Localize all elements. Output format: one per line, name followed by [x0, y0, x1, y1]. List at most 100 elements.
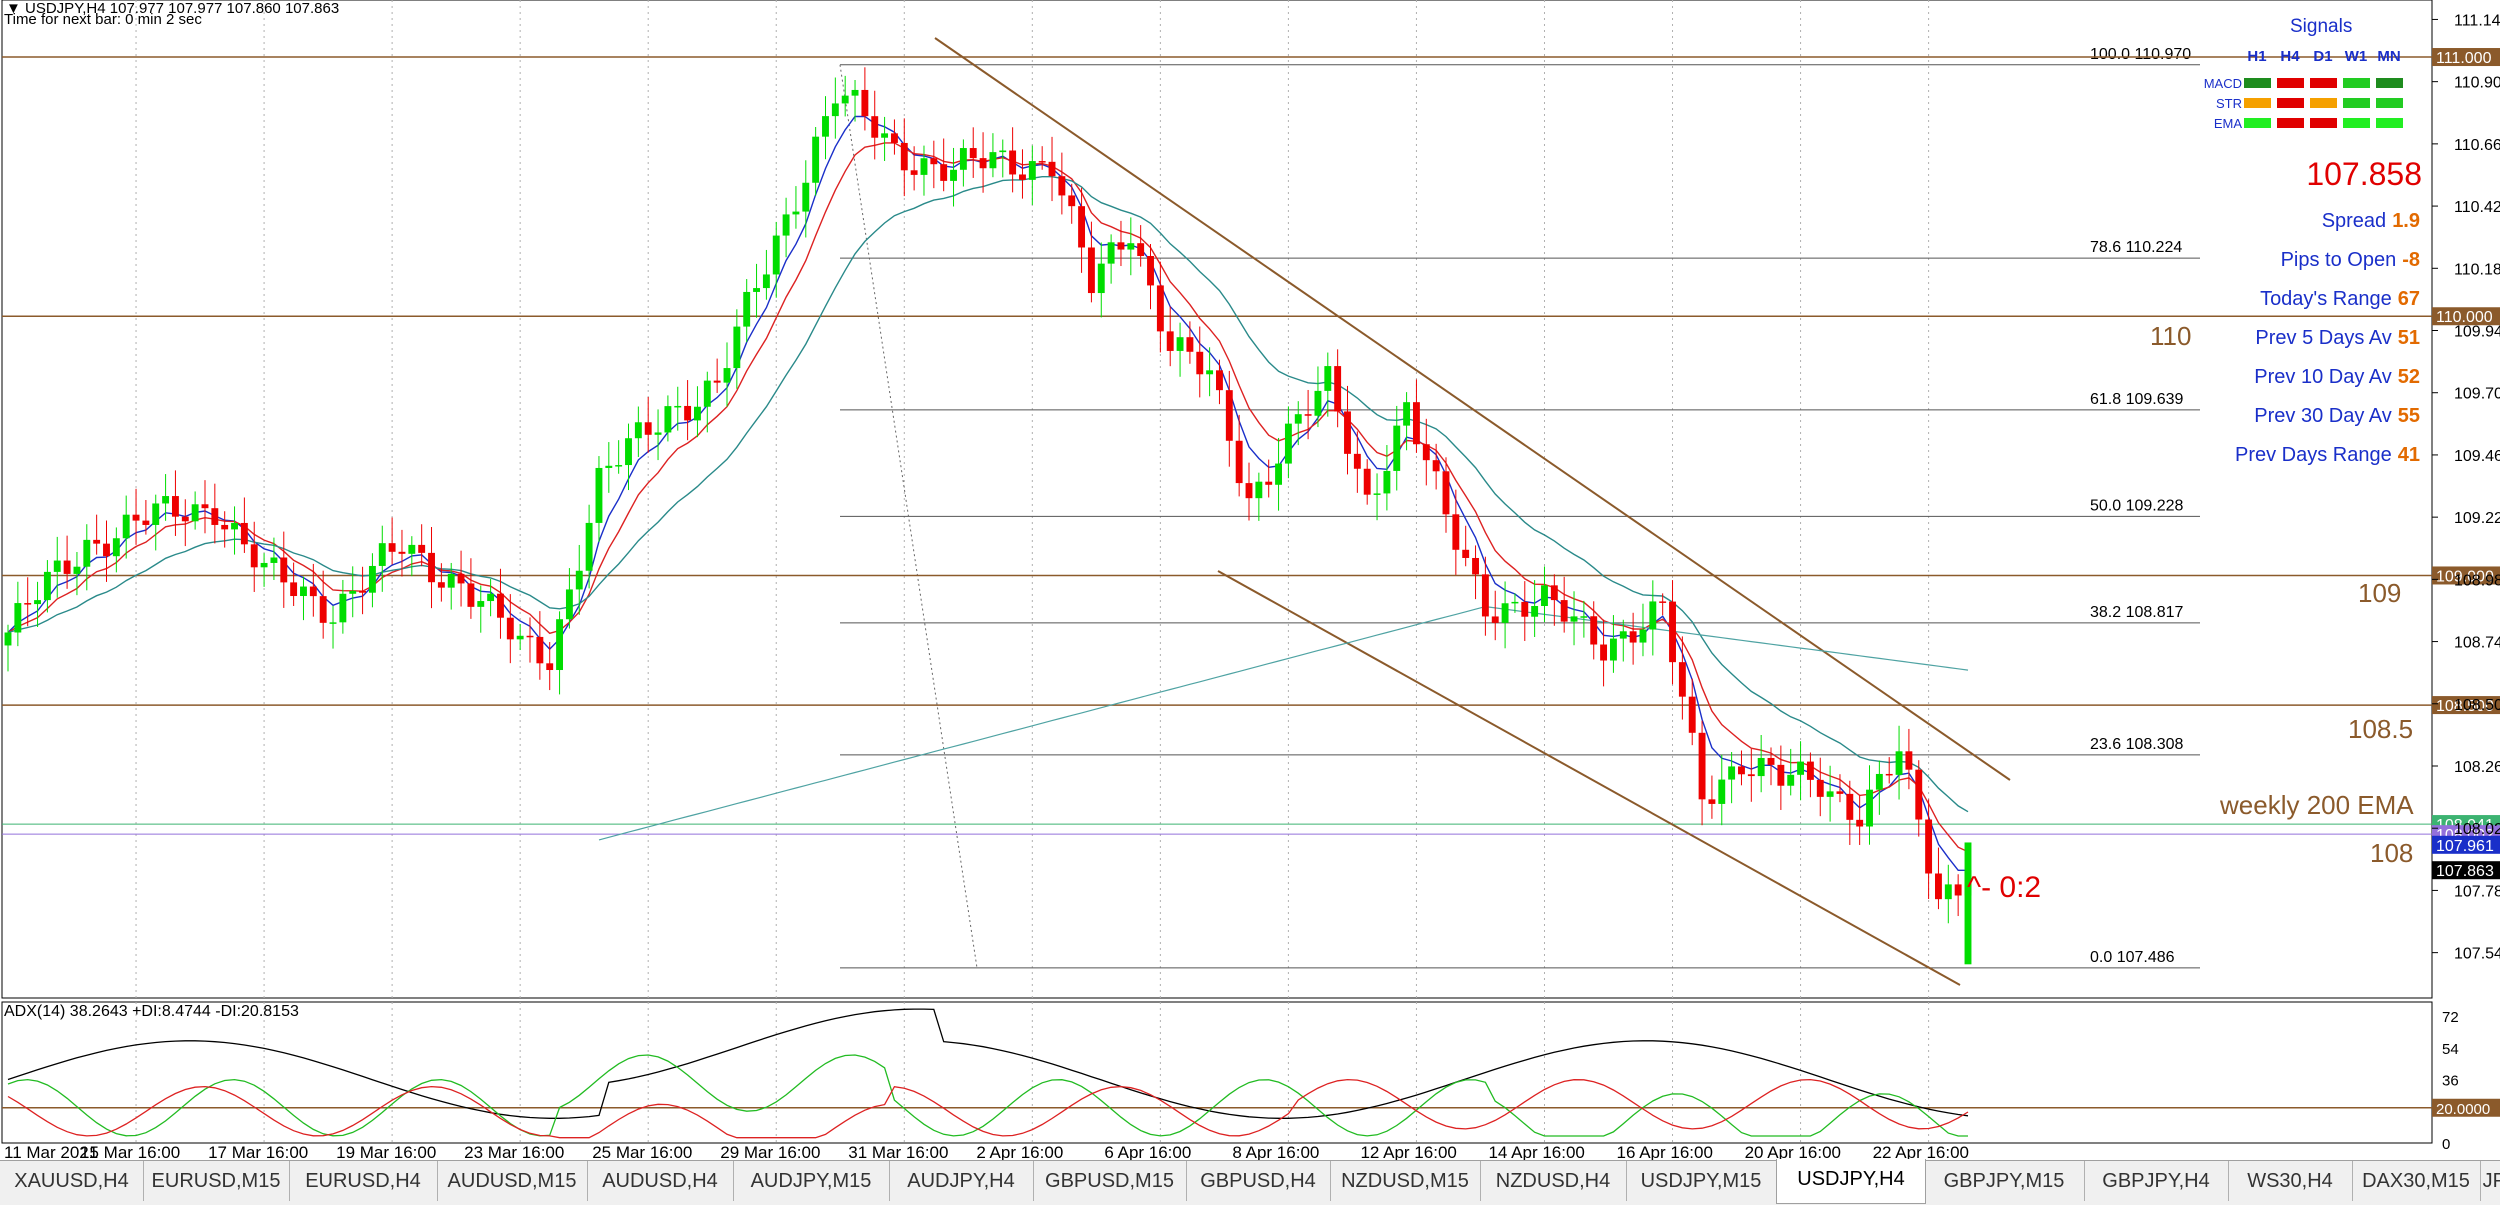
candle-body	[861, 89, 869, 117]
tab-audjpy-h4[interactable]: AUDJPY,H4	[889, 1161, 1034, 1201]
candle-body	[1245, 483, 1253, 499]
candle-body	[497, 593, 504, 618]
candle-body	[477, 601, 485, 607]
tab-gbpusd-m15[interactable]: GBPUSD,M15	[1033, 1161, 1187, 1201]
time-label: 6 Apr 16:00	[1104, 1143, 1191, 1162]
tab-ws30-h4[interactable]: WS30,H4	[2228, 1161, 2353, 1201]
price-tick-label: 107.785	[2454, 883, 2500, 900]
candle-body	[1915, 769, 1923, 820]
fib-label: 78.6 110.224	[2090, 239, 2182, 256]
time-label: 12 Apr 16:00	[1360, 1143, 1456, 1162]
candle-body	[132, 514, 140, 521]
candle-body	[1580, 616, 1588, 618]
candle-body	[1629, 631, 1637, 643]
candle-body	[43, 571, 51, 601]
tab-audjpy-m15[interactable]: AUDJPY,M15	[733, 1161, 890, 1201]
tab-usdjpy-m15[interactable]: USDJPY,M15	[1626, 1161, 1777, 1201]
tab-xauusd-h4[interactable]: XAUUSD,H4	[0, 1161, 144, 1201]
price-tick-label: 109.945	[2454, 324, 2500, 341]
candle-body	[831, 103, 839, 117]
price-tick-label: 107.545	[2454, 946, 2500, 963]
candle-body	[1058, 176, 1066, 196]
candle-body	[654, 432, 662, 435]
tab-audusd-m15[interactable]: AUDUSD,M15	[437, 1161, 588, 1201]
candle-body	[950, 169, 957, 181]
signal-swatch	[2343, 78, 2370, 88]
candle-body	[398, 551, 406, 554]
candle-body	[1856, 819, 1864, 827]
signals-panel: Signals H1 H4 D1 W1 MN MACD STR EMA	[2170, 16, 2403, 146]
candle-body	[930, 158, 938, 165]
candle-body	[822, 116, 829, 137]
stat-label: Spread	[2321, 210, 2387, 232]
candle-body	[1147, 255, 1154, 286]
tab-dax30-m15[interactable]: DAX30,M15	[2352, 1161, 2481, 1201]
candle-body	[1609, 638, 1617, 661]
adx-indicator: ADX(14) 38.2643 +DI:8.4744 -DI:20.8153 72…	[2, 1003, 2500, 1153]
candle-body	[556, 619, 564, 671]
candle-body	[1255, 481, 1263, 499]
signal-swatch	[2376, 98, 2403, 108]
stat-row: Pips to Open -8	[2281, 249, 2420, 272]
candle-body	[201, 504, 209, 509]
candle-body	[408, 544, 416, 554]
signal-swatch	[2277, 118, 2304, 128]
tab-gbpusd-h4[interactable]: GBPUSD,H4	[1186, 1161, 1331, 1201]
candle-body	[171, 496, 179, 517]
candle-body	[1708, 799, 1716, 804]
tab-eurusd-m15[interactable]: EURUSD,M15	[143, 1161, 290, 1201]
candle-body	[762, 274, 770, 289]
candle-body	[1078, 206, 1086, 248]
candle-body	[112, 538, 120, 557]
tab-usdjpy-h4[interactable]: USDJPY,H4	[1776, 1159, 1926, 1204]
tab-jp225[interactable]: JP225	[2480, 1161, 2500, 1201]
signals-row-label: STR	[2216, 96, 2242, 111]
candle-body	[516, 635, 524, 640]
fibonacci-levels: 100.0 110.970 78.6 110.224 61.8 109.639 50.…	[839, 46, 2200, 969]
price-level-label: 107.863	[2436, 863, 2494, 880]
candle-body	[1156, 285, 1164, 332]
tab-nzdusd-h4[interactable]: NZDUSD,H4	[1480, 1161, 1627, 1201]
tab-eurusd-h4[interactable]: EURUSD,H4	[289, 1161, 438, 1201]
candle-body	[1225, 390, 1233, 441]
tab-gbpjpy-h4[interactable]: GBPJPY,H4	[2084, 1161, 2229, 1201]
candle-body	[181, 516, 189, 522]
signal-swatch	[2277, 98, 2304, 108]
candle-body	[1678, 662, 1686, 697]
price-level-tag	[2432, 307, 2500, 326]
tab-audusd-h4[interactable]: AUDUSD,H4	[587, 1161, 734, 1201]
signals-row-label: EMA	[2213, 116, 2242, 131]
candle-body	[4, 632, 12, 646]
candle-body	[841, 95, 849, 104]
price-level-tag	[2432, 696, 2500, 715]
signal-swatch	[2343, 118, 2370, 128]
candle-body	[1944, 884, 1952, 900]
candle-body	[1570, 616, 1578, 622]
candle-body	[526, 635, 534, 638]
candle-body	[1363, 468, 1371, 495]
candle-body	[1905, 751, 1913, 770]
candle-body	[1422, 444, 1430, 461]
candle-body	[1531, 606, 1539, 617]
tab-nzdusd-m15[interactable]: NZDUSD,M15	[1330, 1161, 1481, 1201]
di-plus-line	[7, 1054, 1968, 1137]
stat-label: Prev Days Range	[2235, 444, 2392, 466]
price-tick-label: 109.705	[2454, 386, 2500, 403]
candle-body	[1718, 779, 1726, 804]
candle-body	[881, 133, 889, 138]
candle-body	[250, 544, 258, 568]
tab-gbpjpy-m15[interactable]: GBPJPY,M15	[1924, 1161, 2085, 1201]
candle-body	[1048, 161, 1056, 177]
candle-body	[1797, 761, 1805, 775]
annotation-ratio: ^- 0:2	[1967, 871, 2041, 904]
candle-body	[1885, 773, 1893, 776]
candle-body	[1097, 263, 1105, 294]
candle-body	[1649, 601, 1657, 630]
price-level-tag	[2432, 835, 2500, 854]
candle-body	[684, 405, 692, 421]
candle-body	[1590, 616, 1598, 645]
candle-body	[1127, 243, 1135, 250]
candle-body	[782, 214, 790, 236]
stat-label: Pips to Open	[2280, 249, 2397, 271]
